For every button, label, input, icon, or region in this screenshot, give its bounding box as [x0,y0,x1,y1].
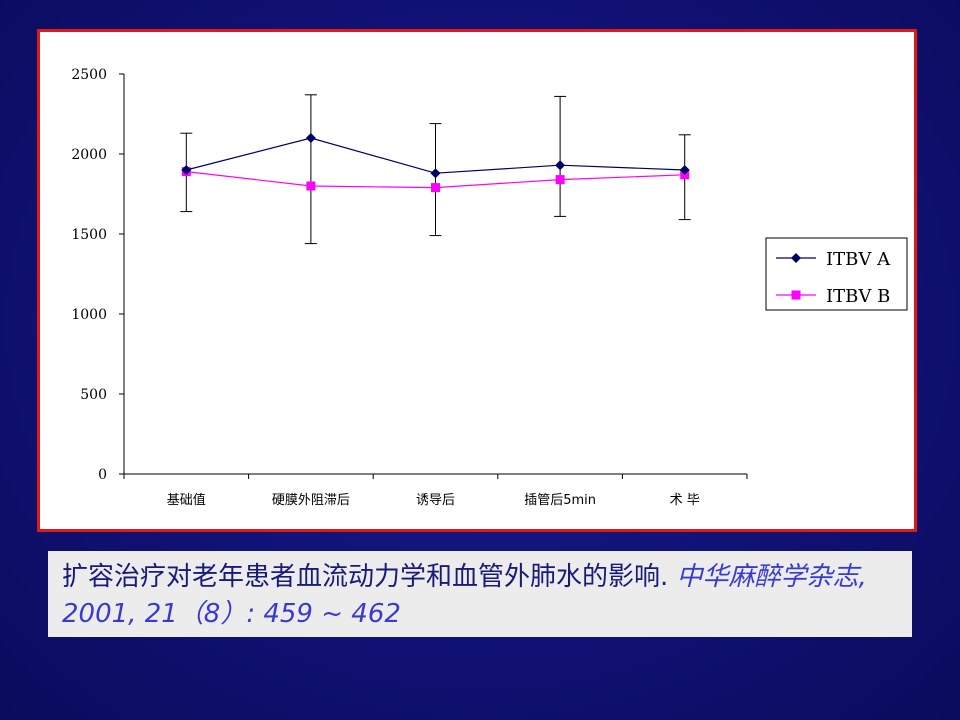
citation-box: 扩容治疗对老年患者血流动力学和血管外肺水的影响. 中华麻醉学杂志, 2001, … [48,551,912,637]
citation-title: 扩容治疗对老年患者血流动力学和血管外肺水的影响. [62,562,677,592]
y-tick-label: 2500 [71,67,107,83]
y-tick-label: 500 [80,387,107,403]
x-tick-label: 基础值 [167,492,206,508]
x-tick-label: 插管后5min [524,493,596,508]
legend-box [765,237,908,311]
y-tick-label: 0 [98,467,107,483]
y-tick-label: 1000 [71,307,107,323]
data-point-itbv-a [679,165,690,175]
data-point-itbv-a [555,160,566,171]
data-point-itbv-a [181,165,192,175]
data-point-itbv-b [431,183,440,193]
x-tick-label: 硬膜外阻滞后 [272,493,350,508]
chart-frame: 0 500 1000 1500 2000 2500 基础值 硬膜外阻滞后 诱导后 插管后5min 术… [37,29,917,532]
y-tick-label: 2000 [71,147,107,163]
legend-marker [791,253,801,263]
legend-label: ITBV A [826,249,891,270]
legend-marker [791,290,801,300]
x-tick-label: 术 毕 [670,493,700,508]
y-tick-label: 1500 [71,227,107,243]
x-tick-label: 诱导后 [416,493,455,508]
legend-label: ITBV B [826,286,890,307]
data-point-itbv-b [306,181,316,191]
data-point-itbv-a [305,133,316,143]
legend: ITBV A ITBV B [765,237,908,311]
data-point-itbv-a [430,168,441,179]
data-point-itbv-b [555,175,565,185]
citation-source: 中华麻醉学杂志, 2001, 21（8）: 459 ~ 462 [62,562,867,629]
line-chart: 0 500 1000 1500 2000 2500 基础值 硬膜外阻滞后 诱导后 插管后5min 术… [71,67,908,508]
